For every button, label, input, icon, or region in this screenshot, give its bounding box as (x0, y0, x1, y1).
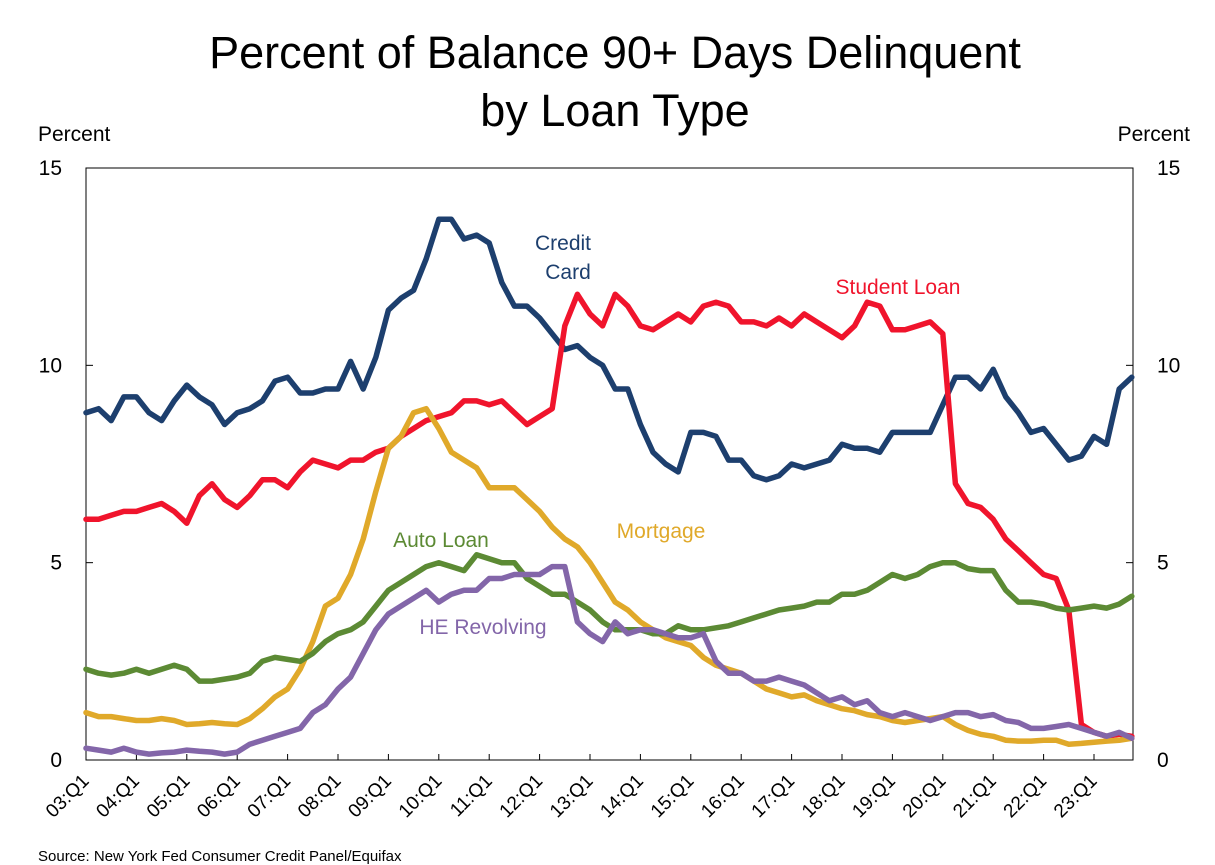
y-tick-label-left: 10 (39, 354, 62, 377)
x-tick-label: 11:Q1 (446, 771, 496, 821)
series-line-mortgage (83, 405, 1135, 747)
plot-area (85, 167, 1134, 761)
series-label-he-revolving: HE Revolving (419, 616, 546, 639)
y-tick-label-right: 10 (1157, 354, 1180, 377)
x-tick-label: 06:Q1 (193, 771, 244, 822)
y-tick-label-left: 0 (50, 749, 62, 772)
x-tick-label: 19:Q1 (848, 771, 899, 822)
series-line-auto-loan (83, 552, 1135, 684)
x-tick-label: 12:Q1 (496, 771, 547, 822)
x-tick-label: 22:Q1 (1000, 771, 1051, 822)
x-tick-label: 14:Q1 (596, 771, 647, 822)
y-ticks-right: 0 5 10 15 (1126, 157, 1180, 772)
series-line-credit-card (83, 216, 1135, 483)
source-note: Source: New York Fed Consumer Credit Pan… (38, 848, 402, 865)
x-ticks: 03:Q104:Q105:Q106:Q107:Q108:Q109:Q110:Q1… (42, 754, 1102, 822)
y-tick-label-right: 15 (1157, 157, 1180, 180)
x-tick-label: 08:Q1 (294, 771, 345, 822)
y-tick-label-right: 0 (1157, 749, 1169, 772)
x-tick-label: 05:Q1 (143, 771, 194, 822)
y-ticks-left: 0 5 10 15 (39, 157, 93, 772)
x-tick-label: 03:Q1 (42, 771, 93, 822)
x-tick-label: 15:Q1 (647, 771, 698, 822)
x-tick-label: 20:Q1 (899, 771, 950, 822)
series-lines (83, 216, 1135, 757)
y-tick-label-left: 15 (39, 157, 62, 180)
x-tick-label: 13:Q1 (546, 771, 597, 822)
series-label-credit-card: Credit (535, 232, 591, 255)
x-tick-label: 10:Q1 (395, 771, 446, 822)
y-tick-label-right: 5 (1157, 552, 1169, 575)
x-tick-label: 21:Q1 (949, 771, 1000, 822)
x-tick-label: 04:Q1 (92, 771, 143, 822)
series-line-student-loan (83, 291, 1135, 740)
y-axis-label-right: Percent (1118, 123, 1191, 146)
series-line-he-revolving (83, 563, 1135, 757)
series-label-student-loan: Student Loan (836, 276, 961, 299)
series-label-auto-loan: Auto Loan (393, 529, 489, 552)
chart-subtitle: by Loan Type (480, 85, 749, 136)
x-tick-label: 07:Q1 (244, 771, 295, 822)
x-tick-label: 16:Q1 (697, 771, 748, 822)
series-label-credit-card: Card (545, 261, 591, 284)
x-tick-label: 23:Q1 (1050, 771, 1101, 822)
y-axis-label-left: Percent (38, 123, 111, 146)
x-tick-label: 18:Q1 (798, 771, 849, 822)
chart-title: Percent of Balance 90+ Days Delinquent (209, 27, 1021, 78)
x-tick-label: 17:Q1 (748, 771, 799, 822)
series-labels: Credit Card Student Loan Mortgage Auto Loan H… (393, 232, 960, 639)
y-tick-label-left: 5 (50, 552, 62, 575)
x-tick-label: 09:Q1 (344, 771, 395, 822)
series-label-mortgage: Mortgage (617, 520, 706, 543)
